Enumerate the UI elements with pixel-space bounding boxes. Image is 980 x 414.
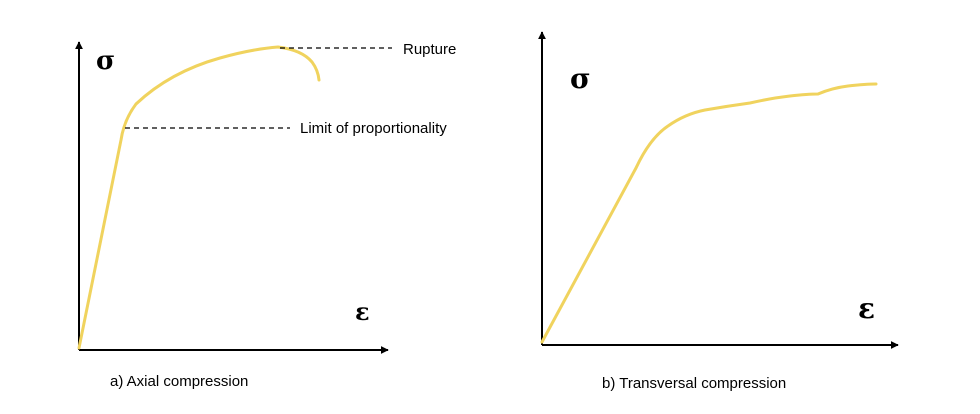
stress-strain-curve xyxy=(540,82,878,344)
caption-a: a) Axial compression xyxy=(110,373,248,390)
rupture-label: Rupture xyxy=(403,41,456,58)
caption-b: b) Transversal compression xyxy=(602,375,786,392)
panel-transversal-compression: σ ε b) Transversal compression xyxy=(538,31,899,392)
epsilon-symbol: ε xyxy=(355,297,370,326)
sigma-symbol: σ xyxy=(96,46,115,76)
limit-of-proportionality-label: Limit of proportionality xyxy=(300,120,447,137)
panel-axial-compression: σ ε Rupture Limit of proportionality a) … xyxy=(75,41,456,390)
stress-strain-curve xyxy=(77,45,321,350)
sigma-symbol: σ xyxy=(570,62,591,95)
epsilon-symbol: ε xyxy=(858,292,875,325)
